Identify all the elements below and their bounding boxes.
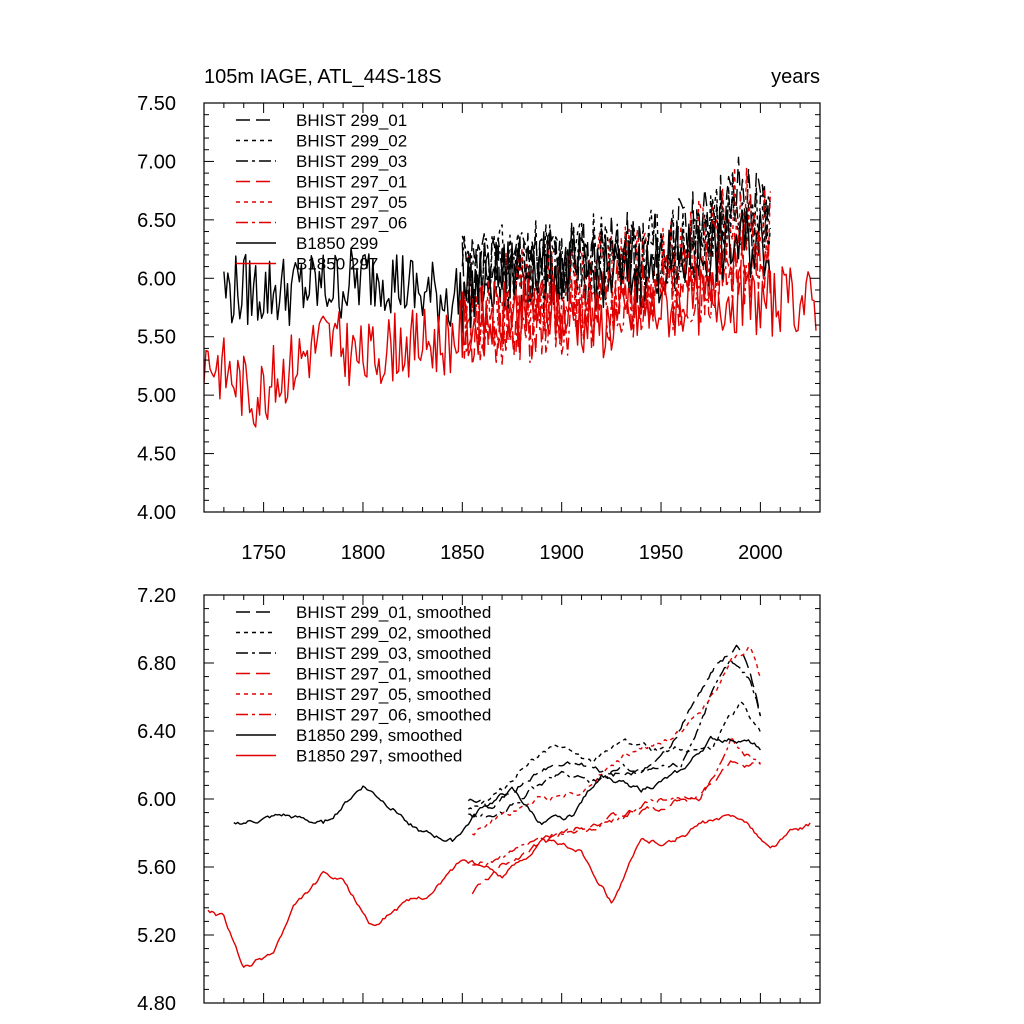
- bottom-legend-label-2: BHIST 299_02, smoothed: [296, 624, 491, 643]
- bottom-series-line-1: [467, 644, 762, 810]
- top-y-tick-label: 4.50: [137, 444, 176, 466]
- bottom-series-line-4: [471, 760, 761, 895]
- bottom-y-tick-label: 7.20: [137, 585, 176, 607]
- top-x-tick-label: 1900: [539, 542, 584, 564]
- bottom-series-line-3: [468, 658, 762, 818]
- bottom-y-tick-label: 4.80: [137, 993, 176, 1015]
- top-chart-units: years: [771, 66, 820, 88]
- top-x-tick-label: 1950: [639, 542, 684, 564]
- top-y-tick-label: 4.00: [137, 502, 176, 524]
- top-series-group: [204, 156, 817, 428]
- bottom-legend-label-6: BHIST 297_06, smoothed: [296, 706, 491, 725]
- bottom-legend-label-8: B1850 297, smoothed: [296, 747, 462, 766]
- top-series-line-8: [204, 264, 817, 428]
- bottom-y-tick-label: 5.60: [137, 857, 176, 879]
- bottom-series-line-8: [207, 814, 811, 968]
- top-legend-label-8: B1850 297: [296, 255, 378, 274]
- top-x-tick-label: 1750: [241, 542, 286, 564]
- top-y-tick-label: 5.50: [137, 327, 176, 349]
- bottom-y-tick-label: 6.40: [137, 721, 176, 743]
- top-legend-label-2: BHIST 299_02: [296, 132, 407, 151]
- bottom-series-line-7: [233, 735, 761, 842]
- top-legend-label-1: BHIST 299_01: [296, 111, 407, 130]
- top-y-tick-label: 7.50: [137, 93, 176, 115]
- top-plot-frame: [203, 102, 821, 513]
- top-chart-title: 105m IAGE, ATL_44S-18S: [204, 66, 442, 88]
- top-x-tick-label: 1850: [440, 542, 485, 564]
- top-y-tick-label: 6.00: [137, 268, 176, 290]
- bottom-legend-label-1: BHIST 299_01, smoothed: [296, 603, 491, 622]
- top-y-tick-label: 7.00: [137, 151, 176, 173]
- top-series-line-7: [223, 209, 771, 333]
- top-series-line-6: [461, 227, 771, 365]
- top-series-line-4: [461, 221, 771, 366]
- bottom-legend-label-7: B1850 299, smoothed: [296, 726, 462, 745]
- top-legend-label-6: BHIST 297_06: [296, 214, 407, 233]
- bottom-y-tick-label: 5.20: [137, 925, 176, 947]
- bottom-series-line-2: [467, 701, 762, 810]
- bottom-plot: 4.80 5.20 5.60 6.00 6.40 6.80 7.20 BHIST 299_01…: [137, 585, 821, 1015]
- bottom-series-line-5: [472, 646, 762, 836]
- top-x-tick-label: 2000: [738, 542, 783, 564]
- bottom-y-tick-label: 6.00: [137, 789, 176, 811]
- bottom-series-line-6: [472, 738, 761, 866]
- bottom-legend-label-4: BHIST 297_01, smoothed: [296, 665, 491, 684]
- top-y-tick-label: 5.00: [137, 385, 176, 407]
- bottom-legend-label-5: BHIST 297_05, smoothed: [296, 685, 491, 704]
- bottom-series-group: [207, 644, 811, 968]
- top-legend-label-7: B1850 299: [296, 234, 378, 253]
- top-plot: 1750 1800 1850 1900 1950 2000 4.00 4.50 5.00 5.50…: [137, 93, 821, 564]
- top-series-line-5: [461, 166, 771, 350]
- top-series-line-3: [461, 184, 771, 316]
- top-legend-label-4: BHIST 297_01: [296, 173, 407, 192]
- top-x-tick-label: 1800: [341, 542, 386, 564]
- top-legend-label-5: BHIST 297_05: [296, 193, 407, 212]
- bottom-legend-label-3: BHIST 299_03, smoothed: [296, 644, 491, 663]
- bottom-y-tick-label: 6.80: [137, 653, 176, 675]
- top-y-tick-label: 6.50: [137, 210, 176, 232]
- bottom-legend: BHIST 299_01, smoothed BHIST 299_02, smoo…: [236, 603, 491, 766]
- top-legend-label-3: BHIST 299_03: [296, 152, 407, 171]
